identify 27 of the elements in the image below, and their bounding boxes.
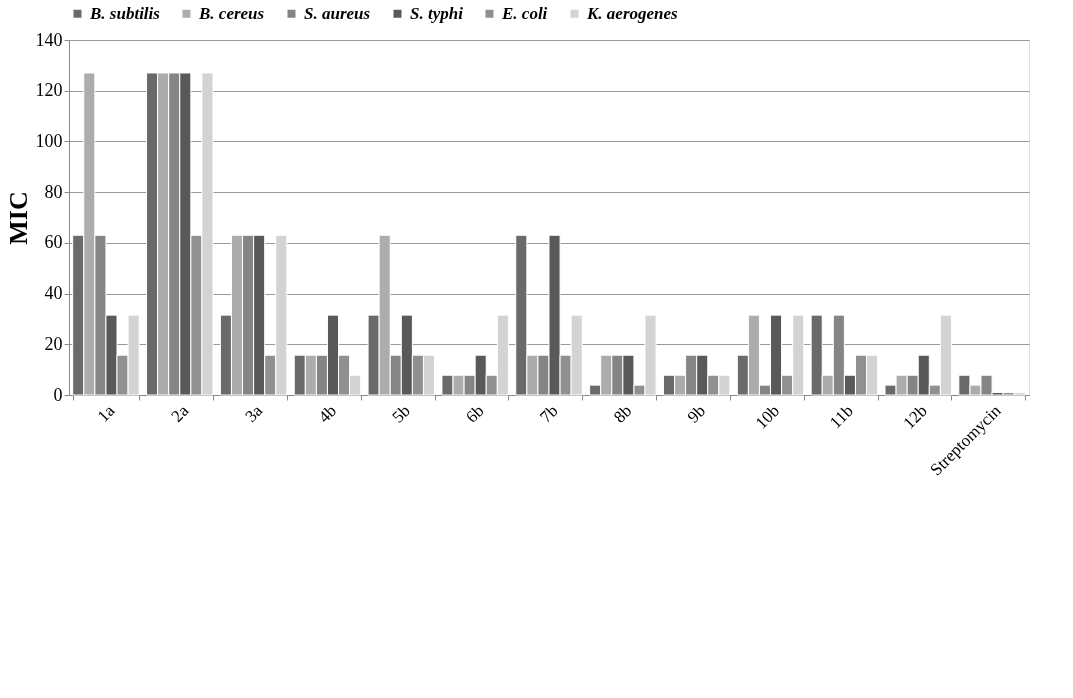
y-axis-title: MIC <box>3 191 33 245</box>
legend-label: S. typhi <box>410 3 464 23</box>
x-tick-label: 8b <box>609 401 636 427</box>
y-tick-label: 0 <box>53 384 63 405</box>
y-tick-label: 80 <box>44 181 63 202</box>
legend-label: K. aerogenes <box>586 3 679 23</box>
y-tick-label: 140 <box>35 29 63 50</box>
legend-label: E. coli <box>501 3 548 23</box>
x-tick-label: 1a <box>93 400 119 426</box>
x-tick-label: 11b <box>825 401 857 433</box>
legend-label: B. subtilis <box>89 3 161 23</box>
x-tick-label: 12b <box>899 401 931 433</box>
y-tick-label: 100 <box>35 130 63 151</box>
x-tick-label: 7b <box>536 401 562 427</box>
x-tick-label: 10b <box>751 401 784 433</box>
legend-label: S. aureus <box>304 3 371 23</box>
x-tick-label: 6b <box>462 401 488 427</box>
y-tick-label: 40 <box>44 283 63 304</box>
x-tick-label: 4b <box>314 401 340 427</box>
legend-label: B. cereus <box>198 3 265 23</box>
x-tick-label: 9b <box>683 401 710 427</box>
y-tick-label: 20 <box>44 333 63 354</box>
x-tick-label: 3a <box>241 400 267 426</box>
x-tick-label: 2a <box>167 400 193 426</box>
y-tick-label: 120 <box>35 80 63 101</box>
y-tick-label: 60 <box>44 232 63 253</box>
x-tick-label: 5b <box>388 401 414 427</box>
